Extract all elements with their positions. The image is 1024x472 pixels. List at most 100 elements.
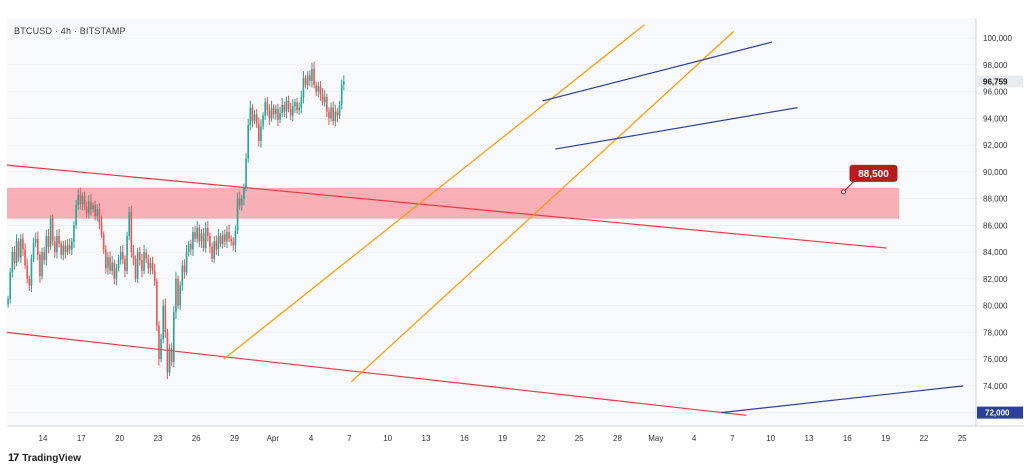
candle-body[interactable] bbox=[334, 111, 337, 122]
candle-body[interactable] bbox=[283, 104, 286, 112]
support-line[interactable] bbox=[720, 385, 964, 414]
candle-body[interactable] bbox=[190, 244, 192, 250]
candle-body[interactable] bbox=[81, 195, 84, 204]
candle-body[interactable] bbox=[160, 339, 162, 360]
candle-body[interactable] bbox=[9, 272, 11, 299]
candle-body[interactable] bbox=[83, 195, 86, 207]
candle-body[interactable] bbox=[338, 104, 341, 116]
candle-body[interactable] bbox=[179, 285, 181, 306]
candle-body[interactable] bbox=[105, 249, 107, 269]
candle-body[interactable] bbox=[202, 233, 205, 249]
candle-body[interactable] bbox=[300, 96, 303, 108]
candle-body[interactable] bbox=[268, 110, 271, 119]
candle-body[interactable] bbox=[15, 241, 18, 263]
candle-body[interactable] bbox=[181, 265, 184, 286]
candle-body[interactable] bbox=[145, 252, 147, 259]
candle-body[interactable] bbox=[328, 111, 330, 119]
candle-body[interactable] bbox=[102, 234, 105, 250]
candle-body[interactable] bbox=[124, 258, 126, 271]
candle-body[interactable] bbox=[54, 241, 56, 253]
candle-body[interactable] bbox=[272, 107, 275, 115]
candle-body[interactable] bbox=[11, 252, 14, 273]
candle-body[interactable] bbox=[287, 100, 290, 109]
candle-body[interactable] bbox=[219, 236, 222, 245]
candle-body[interactable] bbox=[332, 107, 334, 122]
candle-body[interactable] bbox=[245, 158, 247, 188]
candle-body[interactable] bbox=[7, 298, 9, 305]
ascending-channel-lower[interactable] bbox=[350, 30, 735, 383]
candle-body[interactable] bbox=[241, 198, 243, 206]
candle-body[interactable] bbox=[304, 78, 307, 85]
candle-body[interactable] bbox=[177, 278, 179, 306]
candle-body[interactable] bbox=[185, 252, 188, 273]
candle-body[interactable] bbox=[109, 257, 111, 271]
candle-body[interactable] bbox=[209, 236, 211, 247]
candle-body[interactable] bbox=[253, 114, 256, 122]
candle-body[interactable] bbox=[58, 236, 60, 245]
candle-body[interactable] bbox=[71, 241, 73, 250]
candle-body[interactable] bbox=[79, 194, 82, 204]
candle-body[interactable] bbox=[296, 102, 298, 111]
candle-body[interactable] bbox=[68, 245, 71, 250]
candle-body[interactable] bbox=[164, 305, 167, 333]
candle-body[interactable] bbox=[32, 242, 35, 259]
candle-body[interactable] bbox=[215, 241, 218, 250]
candle-body[interactable] bbox=[232, 241, 235, 246]
candle-body[interactable] bbox=[194, 232, 196, 239]
candle-body[interactable] bbox=[17, 241, 20, 258]
candle-body[interactable] bbox=[119, 252, 122, 261]
candle-body[interactable] bbox=[321, 94, 324, 103]
candle-body[interactable] bbox=[251, 107, 254, 122]
candle-body[interactable] bbox=[20, 238, 22, 258]
candle-body[interactable] bbox=[173, 312, 175, 362]
candle-body[interactable] bbox=[37, 238, 39, 255]
candle-body[interactable] bbox=[100, 222, 103, 235]
candle-body[interactable] bbox=[115, 268, 118, 279]
tradingview-footer[interactable]: 17 TradingView bbox=[8, 452, 81, 464]
candle-body[interactable] bbox=[260, 126, 262, 142]
candle-body[interactable] bbox=[306, 75, 309, 85]
candle-body[interactable] bbox=[92, 205, 94, 210]
candle-body[interactable] bbox=[130, 211, 133, 253]
candle-body[interactable] bbox=[236, 198, 239, 231]
candle-body[interactable] bbox=[313, 68, 315, 85]
candle-body[interactable] bbox=[198, 228, 201, 242]
candle-body[interactable] bbox=[126, 236, 128, 271]
candle-body[interactable] bbox=[88, 201, 90, 214]
candle-body[interactable] bbox=[211, 246, 213, 259]
candle-body[interactable] bbox=[166, 332, 169, 373]
candle-body[interactable] bbox=[111, 262, 113, 271]
candle-body[interactable] bbox=[28, 278, 31, 286]
candle-body[interactable] bbox=[149, 262, 152, 269]
candle-body[interactable] bbox=[224, 234, 226, 242]
candle-body[interactable] bbox=[39, 254, 41, 277]
candle-body[interactable] bbox=[51, 218, 54, 242]
candle-body[interactable] bbox=[183, 265, 186, 273]
candle-body[interactable] bbox=[153, 270, 156, 282]
candle-body[interactable] bbox=[26, 265, 28, 279]
candle-body[interactable] bbox=[90, 201, 92, 210]
candle-body[interactable] bbox=[96, 209, 99, 216]
candle-body[interactable] bbox=[158, 325, 160, 360]
candle-body[interactable] bbox=[243, 187, 245, 199]
candle-body[interactable] bbox=[132, 252, 135, 259]
candle-body[interactable] bbox=[249, 107, 252, 126]
candle-body[interactable] bbox=[238, 198, 241, 206]
candle-body[interactable] bbox=[34, 238, 37, 243]
candle-body[interactable] bbox=[217, 236, 220, 250]
candle-body[interactable] bbox=[330, 107, 332, 119]
candle-body[interactable] bbox=[168, 348, 171, 373]
candle-body[interactable] bbox=[60, 244, 62, 255]
candle-body[interactable] bbox=[187, 244, 190, 253]
candle-body[interactable] bbox=[323, 96, 326, 103]
candle-body[interactable] bbox=[281, 104, 283, 113]
candle-body[interactable] bbox=[255, 114, 258, 124]
candle-body[interactable] bbox=[285, 100, 288, 112]
candle-body[interactable] bbox=[98, 209, 101, 223]
candle-body[interactable] bbox=[13, 252, 16, 263]
candle-body[interactable] bbox=[94, 205, 96, 216]
candle-body[interactable] bbox=[266, 102, 269, 111]
candle-body[interactable] bbox=[85, 206, 88, 214]
candle-body[interactable] bbox=[213, 241, 215, 259]
candle-body[interactable] bbox=[228, 232, 230, 239]
